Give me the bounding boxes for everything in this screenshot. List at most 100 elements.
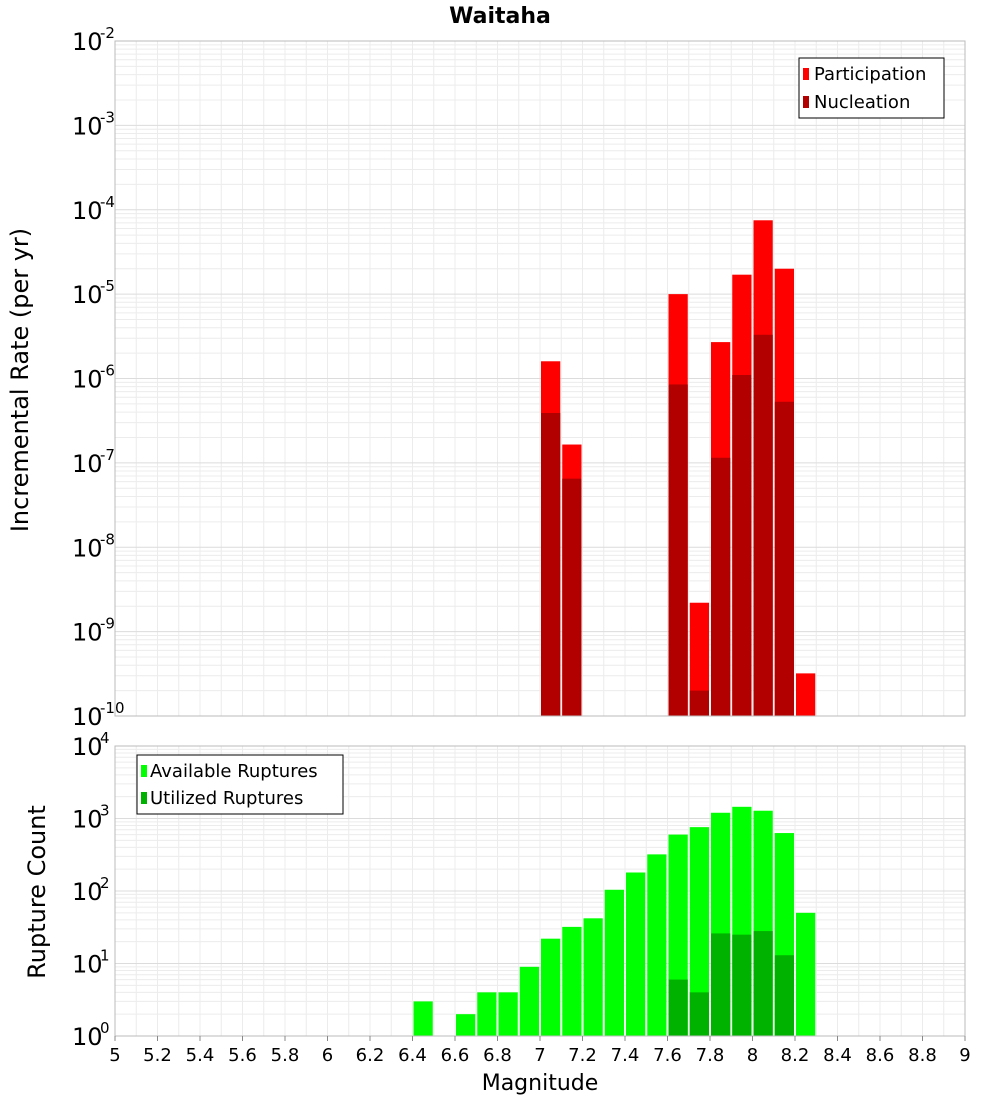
- count-y-tick: 101: [72, 947, 110, 979]
- rate-panel-bars: [541, 220, 816, 717]
- rate-y-tick: 10-5: [72, 277, 115, 309]
- x-tick-label: 7.4: [611, 1045, 640, 1066]
- count-y-tick-exponent: 4: [100, 729, 110, 747]
- x-axis-label: Magnitude: [482, 1071, 599, 1096]
- x-tick-label: 5.2: [143, 1045, 172, 1066]
- x-tick-label: 6.6: [441, 1045, 470, 1066]
- count-y-tick-base: 10: [72, 878, 103, 906]
- x-tick-label: 5: [109, 1045, 120, 1066]
- count-bar-available-ruptures: [796, 912, 816, 1036]
- x-tick-label: 6: [322, 1045, 333, 1066]
- x-tick-label: 7.2: [568, 1045, 597, 1066]
- count-panel-bars: [413, 806, 816, 1036]
- count-bar-available-ruptures: [604, 889, 624, 1036]
- rate-y-tick-base: 10: [72, 703, 103, 731]
- count-y-tick: 104: [72, 729, 110, 761]
- x-tick-label: 8: [747, 1045, 758, 1066]
- count-bar-utilized-ruptures: [732, 934, 752, 1036]
- rate-y-tick-exponent: -9: [100, 615, 115, 633]
- rate-panel-grid: [115, 41, 965, 716]
- count-bar-available-ruptures: [456, 1014, 476, 1036]
- available-legend-swatch: [141, 765, 147, 777]
- rate-y-tick-exponent: -7: [100, 446, 115, 464]
- rate-bar-nucleation: [753, 334, 773, 716]
- rate-bar-nucleation: [774, 401, 794, 716]
- rate-y-tick: 10-6: [72, 362, 115, 394]
- x-axis-ticks: 5 5.2 5.4 5.6 5.8 6 6.2 6.4 6.6 6.8 7 7.2 7.4 7.6 7.8 8…: [109, 1036, 971, 1066]
- rate-y-tick-base: 10: [72, 281, 103, 309]
- rate-y-tick-exponent: -6: [100, 362, 115, 380]
- rate-y-tick: 10-4: [72, 193, 115, 225]
- rate-y-tick-base: 10: [72, 112, 103, 140]
- x-tick-label: 8.6: [866, 1045, 895, 1066]
- rate-y-tick-exponent: -2: [100, 24, 115, 42]
- count-y-tick-base: 10: [72, 733, 103, 761]
- count-y-tick-exponent: 2: [100, 874, 110, 892]
- x-tick-label: 5.8: [271, 1045, 300, 1066]
- count-bar-utilized-ruptures: [753, 931, 773, 1036]
- count-bar-available-ruptures: [562, 926, 582, 1036]
- count-bar-available-ruptures: [413, 1001, 433, 1036]
- x-tick-label: 5.6: [228, 1045, 257, 1066]
- rate-bar-participation: [689, 602, 709, 716]
- count-bar-available-ruptures: [519, 966, 539, 1036]
- rate-y-tick-base: 10: [72, 28, 103, 56]
- rate-y-tick-base: 10: [72, 534, 103, 562]
- count-y-tick: 102: [72, 874, 110, 906]
- count-y-tick: 100: [72, 1019, 110, 1051]
- rate-y-tick-base: 10: [72, 450, 103, 478]
- rate-y-tick: 10-9: [72, 615, 115, 647]
- rate-y-tick: 10-10: [72, 699, 125, 731]
- rate-bar-nucleation: [562, 478, 582, 716]
- count-y-tick: 103: [72, 802, 110, 834]
- count-bar-utilized-ruptures: [711, 933, 731, 1036]
- rate-y-tick-base: 10: [72, 366, 103, 394]
- count-bar-available-ruptures: [477, 992, 497, 1036]
- rate-y-tick: 10-8: [72, 530, 115, 562]
- utilized-legend-label: Utilized Ruptures: [150, 788, 303, 809]
- x-tick-label: 7.8: [696, 1045, 725, 1066]
- top-y-axis-label: Incremental Rate (per yr): [6, 228, 34, 532]
- utilized-legend-swatch: [141, 792, 147, 804]
- rate-y-tick-exponent: -8: [100, 530, 115, 548]
- count-bar-available-ruptures: [583, 918, 603, 1036]
- rate-bar-participation: [796, 673, 816, 716]
- rate-y-tick-exponent: -3: [100, 108, 115, 126]
- rate-y-tick: 10-2: [72, 24, 115, 56]
- count-legend-box: [136, 754, 344, 815]
- nucleation-legend-swatch: [803, 96, 809, 108]
- rate-bar-nucleation: [541, 413, 561, 716]
- rate-bar-nucleation: [711, 457, 731, 716]
- rate-panel-frame: [114, 40, 966, 717]
- x-tick-label: 5.4: [186, 1045, 215, 1066]
- bottom-y-axis-label: Rupture Count: [23, 805, 51, 979]
- count-bar-available-ruptures: [647, 854, 667, 1036]
- participation-legend-swatch: [803, 68, 809, 80]
- rate-bar-nucleation: [732, 375, 752, 716]
- x-tick-label: 9: [959, 1045, 970, 1066]
- count-legend: Available Ruptures Utilized Ruptures: [136, 754, 344, 815]
- count-bar-available-ruptures: [498, 992, 518, 1036]
- count-bar-utilized-ruptures: [774, 955, 794, 1036]
- count-y-tick-exponent: 0: [100, 1019, 110, 1037]
- available-legend-label: Available Ruptures: [150, 761, 318, 782]
- chart-title: Waitaha: [449, 4, 551, 29]
- rate-legend-box: [798, 57, 945, 119]
- rate-y-tick-exponent: -5: [100, 277, 115, 295]
- x-tick-label: 6.4: [398, 1045, 427, 1066]
- x-tick-label: 8.8: [908, 1045, 937, 1066]
- count-bar-available-ruptures: [541, 938, 561, 1036]
- count-y-tick-exponent: 3: [100, 802, 110, 820]
- count-bar-utilized-ruptures: [668, 979, 688, 1036]
- nucleation-legend-label: Nucleation: [814, 92, 910, 113]
- rate-bar-nucleation: [668, 384, 688, 716]
- x-tick-label: 8.2: [781, 1045, 810, 1066]
- rate-y-tick-base: 10: [72, 197, 103, 225]
- rate-y-tick: 10-3: [72, 108, 115, 140]
- count-bar-available-ruptures: [689, 827, 709, 1036]
- x-tick-label: 6.2: [356, 1045, 385, 1066]
- x-tick-label: 7: [534, 1045, 545, 1066]
